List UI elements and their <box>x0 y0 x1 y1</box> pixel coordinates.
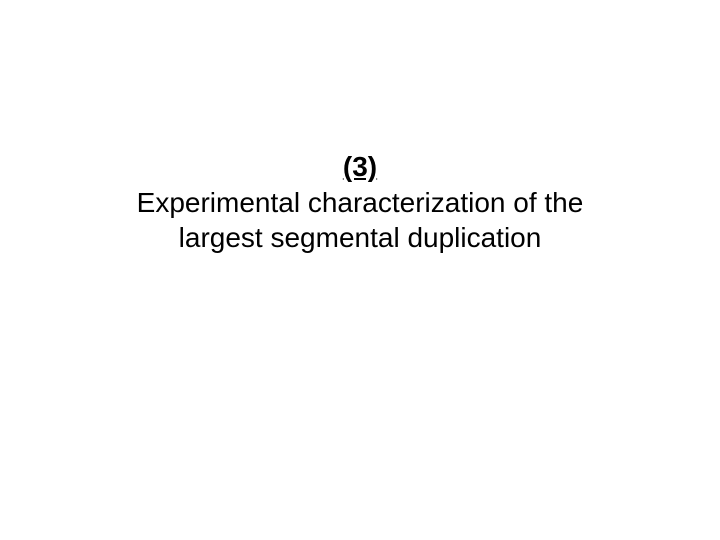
slide-container: (3) Experimental characterization of the… <box>0 0 720 540</box>
slide-content: (3) Experimental characterization of the… <box>0 150 720 255</box>
section-number: (3) <box>0 150 720 184</box>
title-line-2: largest segmental duplication <box>0 221 720 255</box>
title-line-1: Experimental characterization of the <box>0 186 720 220</box>
